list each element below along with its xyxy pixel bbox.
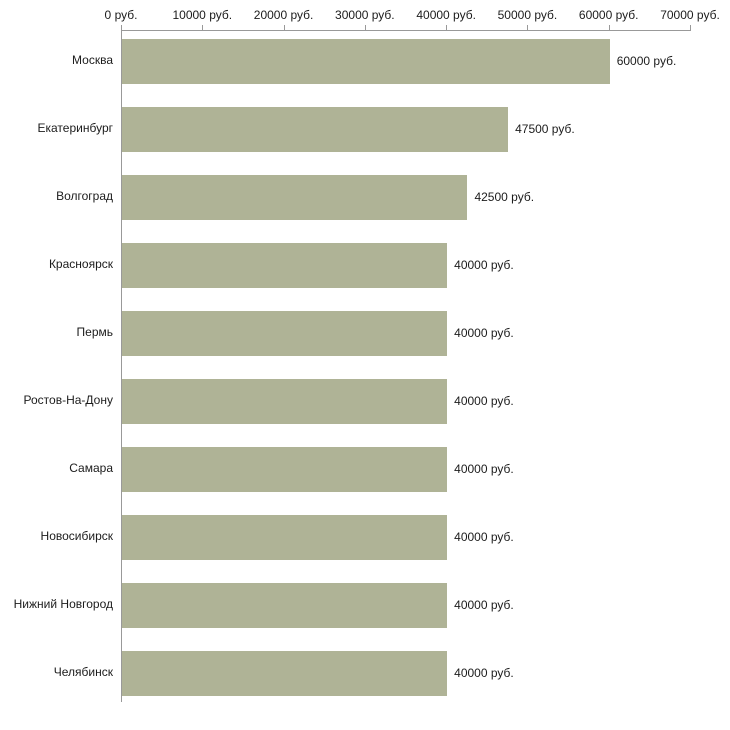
category-label: Москва bbox=[72, 53, 113, 67]
bar bbox=[122, 311, 448, 356]
x-axis-tick-mark bbox=[608, 25, 610, 30]
y-axis-category-labels: Москва Екатеринбург Волгоград Красноярск Пер… bbox=[0, 30, 117, 702]
value-label: 60000 руб. bbox=[616, 54, 677, 68]
category-label: Нижний Новгород bbox=[13, 597, 113, 611]
value-label: 42500 руб. bbox=[474, 190, 535, 204]
category-label: Красноярск bbox=[48, 257, 113, 271]
bar bbox=[122, 515, 448, 560]
x-axis-tick-mark bbox=[121, 25, 122, 30]
category-label: Челябинск bbox=[53, 665, 113, 679]
x-axis-tick-mark bbox=[446, 25, 448, 30]
value-label: 40000 руб. bbox=[454, 598, 514, 612]
x-axis-tick-mark bbox=[283, 25, 285, 30]
x-axis: 0 руб. 10000 руб. 20000 руб. 30000 руб. 4000… bbox=[0, 0, 730, 30]
value-label: 40000 руб. bbox=[454, 326, 514, 340]
bar bbox=[122, 39, 610, 84]
value-label: 40000 руб. bbox=[454, 666, 514, 680]
x-axis-tick-label: 0 руб. bbox=[104, 8, 138, 22]
x-axis-tick-mark bbox=[527, 25, 529, 30]
value-label: 40000 руб. bbox=[454, 530, 514, 544]
x-axis-tick-mark bbox=[690, 25, 691, 30]
category-label: Пермь bbox=[76, 325, 113, 339]
x-axis-tick-label: 30000 руб. bbox=[335, 8, 395, 22]
category-label: Волгоград bbox=[56, 189, 113, 203]
value-label: 40000 руб. bbox=[454, 394, 514, 408]
category-label: Екатеринбург bbox=[37, 121, 114, 135]
bar bbox=[122, 583, 448, 628]
x-axis-tick-mark bbox=[202, 25, 204, 30]
x-axis-tick-label: 20000 руб. bbox=[253, 8, 314, 22]
x-axis-tick-label: 50000 руб. bbox=[497, 8, 558, 22]
bar bbox=[122, 379, 448, 424]
value-label: 47500 руб. bbox=[515, 122, 575, 136]
category-label: Самара bbox=[69, 461, 113, 475]
category-label: Новосибирск bbox=[40, 529, 113, 543]
bar bbox=[122, 651, 448, 696]
bar bbox=[122, 447, 448, 492]
bar bbox=[122, 175, 468, 220]
bar bbox=[122, 107, 509, 152]
bar bbox=[122, 243, 448, 288]
x-axis-tick-label: 40000 руб. bbox=[416, 8, 476, 22]
plot-area: 60000 руб. 47500 руб. 42500 руб. 40000 руб.… bbox=[121, 30, 691, 702]
x-axis-tick-label: 70000 руб. bbox=[660, 8, 720, 22]
x-axis-tick-mark bbox=[364, 25, 366, 30]
value-label: 40000 руб. bbox=[454, 462, 514, 476]
value-label: 40000 руб. bbox=[454, 258, 514, 272]
x-axis-tick-label: 10000 руб. bbox=[172, 8, 233, 22]
x-axis-tick-label: 60000 руб. bbox=[578, 8, 639, 22]
category-label: Ростов-На-Дону bbox=[23, 393, 113, 407]
